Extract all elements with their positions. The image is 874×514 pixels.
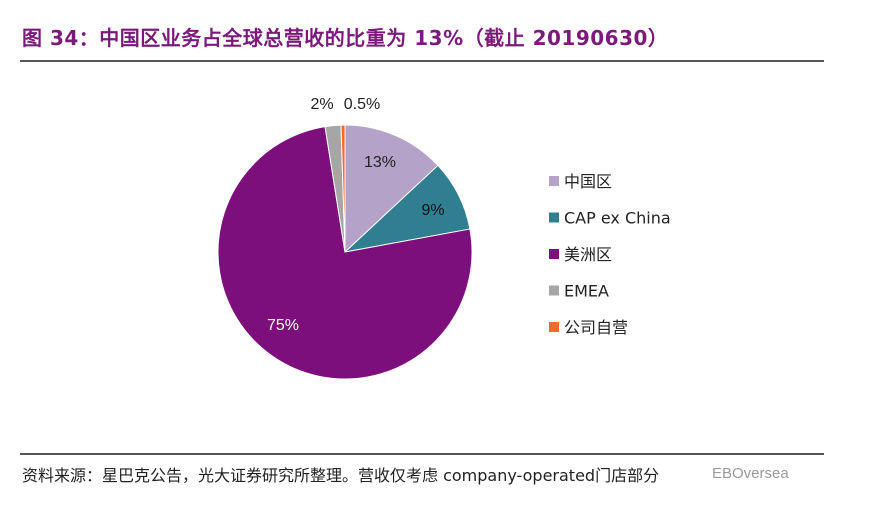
pie-slice-labels: 13% 9% 75% 2% 0.5% <box>267 96 445 334</box>
watermark: EBOversea <box>712 465 789 482</box>
slice-label-4: 0.5% <box>344 96 380 113</box>
legend-label-2: 美洲区 <box>564 245 612 264</box>
slice-label-1: 9% <box>421 202 444 219</box>
pie-slice-4 <box>340 124 346 253</box>
pie-slice-2 <box>217 126 473 380</box>
legend-label-0: 中国区 <box>564 172 612 191</box>
source-note: 资料来源：星巴克公告，光大证券研究所整理。营收仅考虑 company-opera… <box>22 466 660 485</box>
legend-label-4: 公司自营 <box>564 318 628 337</box>
legend-swatch-2 <box>549 249 559 259</box>
legend-swatch-0 <box>549 176 559 186</box>
legend-swatch-3 <box>549 285 559 296</box>
top-divider <box>20 60 824 62</box>
legend-label-1: CAP ex China <box>564 209 671 228</box>
pie-slice-0 <box>344 124 439 254</box>
slice-label-3: 2% <box>310 96 333 113</box>
legend-label-3: EMEA <box>564 282 609 301</box>
slice-label-2: 75% <box>267 317 299 334</box>
slice-label-0: 13% <box>364 154 396 171</box>
legend: 中国区 CAP ex China 美洲区 EMEA 公司自营 <box>549 172 671 337</box>
legend-swatch-4 <box>549 322 559 332</box>
chart-title: 图 34：中国区业务占全球总营收的比重为 13%（截止 20190630） <box>22 26 669 50</box>
legend-swatch-1 <box>549 212 559 223</box>
pie-slices <box>217 124 473 380</box>
bottom-divider <box>20 453 824 455</box>
